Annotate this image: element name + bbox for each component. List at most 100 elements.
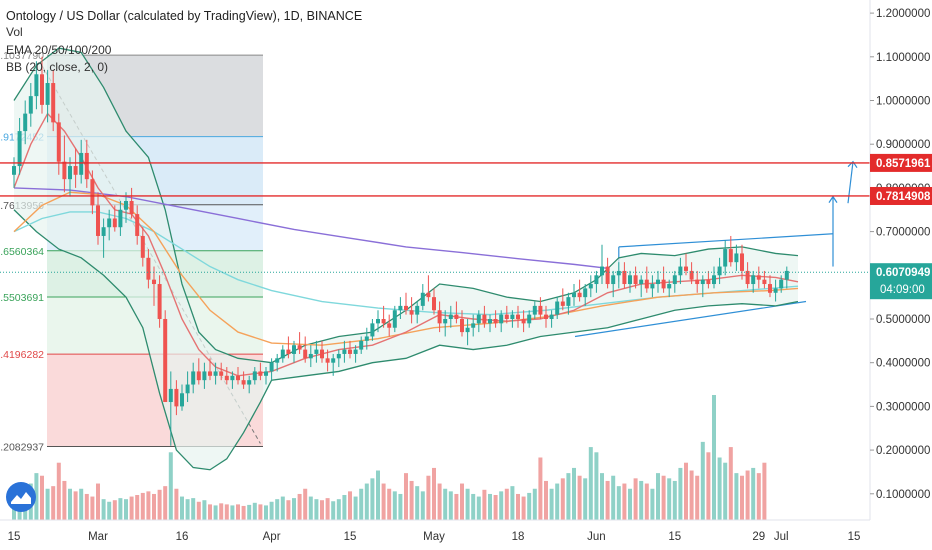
candle-body [650, 284, 655, 289]
candle-body [600, 266, 604, 276]
volume-bar [499, 491, 504, 520]
volume-bar [432, 467, 436, 520]
candle-body [370, 323, 375, 337]
candle-body [224, 375, 229, 381]
candle-body [12, 166, 16, 175]
price-tick-label: 1.1000000 [876, 52, 930, 64]
volume-bar [516, 493, 520, 520]
volume-bar [678, 467, 683, 520]
volume-bar [404, 473, 408, 520]
candle-body [488, 318, 492, 324]
volume-bar [544, 480, 548, 520]
candles [12, 56, 789, 446]
ema-legend[interactable]: EMA 20/50/100/200 [6, 43, 112, 57]
candle-body [426, 292, 431, 298]
volume-bar [600, 473, 604, 520]
candle-body [538, 305, 543, 315]
volume-bar [348, 491, 352, 520]
volume-bar [532, 488, 537, 520]
level-price-label: 0.7814908 [876, 191, 931, 203]
volume-bar [118, 498, 123, 520]
tradingview-logo-icon[interactable] [6, 482, 36, 512]
candle-body [460, 318, 464, 333]
candle-body [622, 270, 627, 285]
volume-bar [712, 395, 716, 520]
volume-bar [236, 504, 240, 520]
candle-body [359, 340, 364, 350]
candle-body [129, 201, 134, 215]
volume-bar [381, 483, 386, 520]
candle-body [415, 305, 420, 315]
candle-body [672, 275, 677, 285]
horizontal-levels[interactable] [0, 162, 870, 273]
candle-body [247, 380, 252, 385]
price-axis[interactable]: 1.20000001.10000001.00000000.90000000.80… [869, 0, 932, 520]
candle-body [437, 310, 442, 324]
candle-body [516, 314, 520, 319]
volume-bar [40, 475, 44, 520]
candle-body [549, 314, 554, 319]
price-tick-label: 0.1000000 [876, 489, 930, 501]
candle-body [174, 388, 179, 407]
volume-bar [297, 493, 302, 520]
time-tick-label: 15 [344, 531, 357, 543]
volume-bar [219, 503, 224, 520]
candle-body [409, 310, 414, 315]
volume-bar [224, 504, 229, 520]
volume-bar [409, 480, 414, 520]
volume-bar [504, 488, 509, 520]
candle-body [583, 288, 588, 298]
candle-body [521, 318, 526, 324]
volume-bar [577, 475, 582, 520]
candle-body [695, 279, 700, 285]
candle-body [779, 279, 784, 289]
candle-body [196, 371, 201, 381]
candle-body [611, 275, 616, 285]
candle-body [101, 227, 106, 236]
volume-bar [376, 470, 380, 520]
price-tick-label: 0.7000000 [876, 227, 930, 239]
time-tick-label: 15 [8, 531, 21, 543]
candle-body [140, 235, 145, 258]
volume-bar [96, 483, 100, 520]
candle-body [213, 371, 218, 376]
target-arrow-2 [847, 161, 854, 204]
volume-bar [191, 498, 196, 520]
candle-body [364, 336, 369, 341]
bb-legend[interactable]: BB (20, close, 2, 0) [6, 60, 109, 74]
candle-body [152, 279, 156, 285]
volume-bar [650, 488, 655, 520]
candle-body [90, 179, 95, 206]
volume-legend[interactable]: Vol [6, 25, 23, 39]
volume-bar [740, 475, 744, 520]
candle-body [443, 318, 448, 324]
time-tick-label: 15 [668, 531, 681, 543]
volume-bar [549, 488, 554, 520]
time-tick-label: 18 [512, 531, 525, 543]
candle-body [241, 380, 246, 385]
volume-bar [560, 478, 565, 520]
candle-body [504, 314, 509, 319]
candle-body [644, 279, 649, 289]
volume-bar [656, 473, 660, 520]
price-tick-label: 0.4000000 [876, 358, 930, 370]
volume-bar [762, 462, 767, 520]
volume-bar [611, 475, 616, 520]
candle-body [476, 314, 481, 324]
volume-bar [79, 488, 84, 520]
volume-bar [751, 467, 756, 520]
candle-body [320, 349, 324, 359]
volume-bar [717, 457, 722, 520]
candle-body [499, 314, 504, 324]
candle-body [706, 279, 711, 285]
candle-body [252, 371, 257, 381]
volume-bar [471, 493, 476, 520]
volume-bar [689, 470, 694, 520]
volume-bar [448, 491, 453, 520]
time-axis[interactable]: 15 Mar 16 Apr 15 May 18 Jun 15 29 Jul 15 [0, 519, 870, 543]
volume-bar [527, 492, 532, 520]
volume-bar [34, 473, 39, 520]
candle-body [336, 353, 341, 359]
volume-bar [566, 473, 571, 520]
